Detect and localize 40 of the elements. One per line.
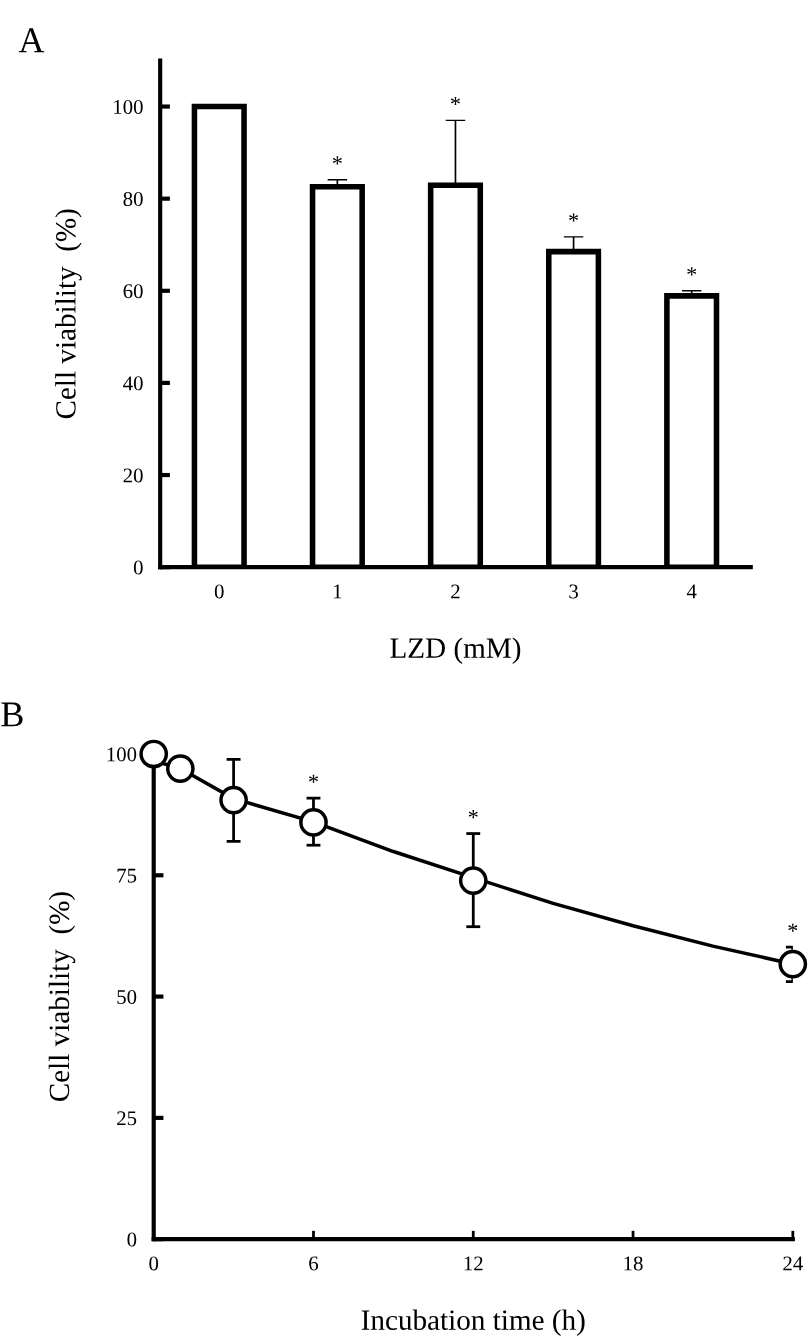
- y-axis-title: Cell viability (%): [55, 209, 82, 419]
- x-tick-label: 6: [309, 1256, 319, 1271]
- annotation: *: [569, 213, 579, 222]
- x-tick-label: 2: [451, 584, 460, 599]
- chart-title: B: [1, 702, 23, 727]
- x-tick-label: 0: [149, 1256, 159, 1271]
- y-tick-label: 20: [123, 468, 143, 483]
- x-tick-label: 4: [686, 584, 697, 599]
- annotation: *: [468, 810, 478, 819]
- x-tick-label: 1: [333, 584, 342, 599]
- y-tick-label: 25: [117, 1111, 137, 1126]
- x-tick-label: 18: [624, 1256, 643, 1271]
- y-tick-label: 100: [114, 99, 143, 114]
- point: [165, 754, 195, 783]
- y-tick-label: 100: [107, 747, 137, 762]
- point: [778, 949, 808, 979]
- point: [219, 785, 248, 815]
- point: [458, 866, 488, 895]
- chart-title: A: [18, 28, 45, 53]
- y-tick-label: 40: [123, 376, 143, 391]
- point: [299, 808, 328, 837]
- y-tick-label: 50: [117, 989, 137, 1005]
- annotation: *: [687, 267, 697, 276]
- y-tick-label: 0: [133, 560, 143, 575]
- annotation: *: [309, 774, 318, 783]
- y-axis-title: Cell viability (%): [48, 892, 76, 1102]
- x-axis-title: Incubation time (h): [361, 1309, 585, 1336]
- x-axis-title: LZD (mM): [390, 637, 521, 664]
- x-tick-label: 24: [783, 1256, 803, 1271]
- annotation: *: [332, 156, 342, 165]
- y-tick-label: 60: [123, 284, 143, 299]
- y-tick-label: 80: [123, 192, 143, 207]
- annotation: *: [451, 96, 460, 106]
- x-tick-label: 3: [569, 584, 578, 599]
- annotation: *: [788, 923, 798, 932]
- x-tick-label: 12: [464, 1256, 483, 1271]
- y-tick-label: 0: [127, 1232, 137, 1247]
- y-tick-label: 75: [117, 868, 137, 883]
- x-tick-label: 0: [214, 584, 224, 599]
- point: [139, 739, 169, 769]
